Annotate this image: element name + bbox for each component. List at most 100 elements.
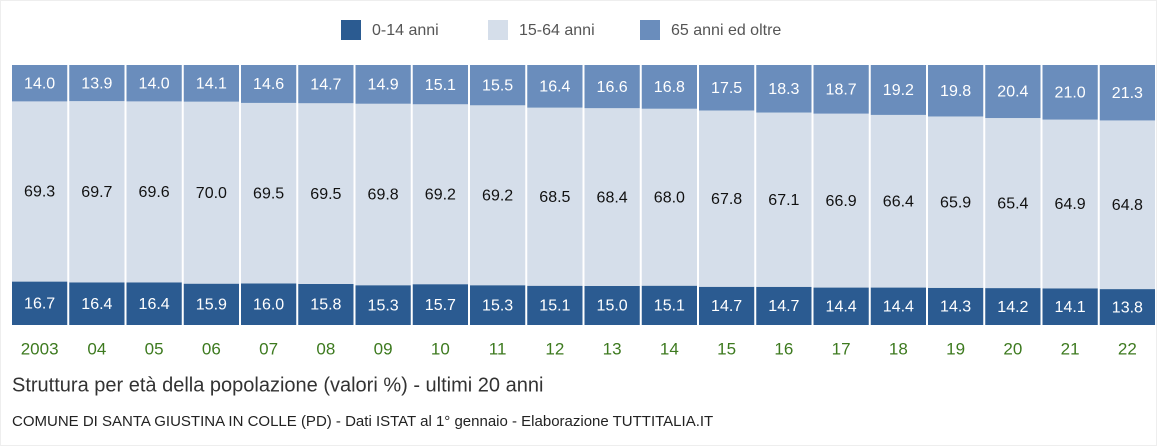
bar-segment	[1042, 288, 1098, 325]
bar-segment	[126, 101, 182, 283]
bar-segment	[756, 286, 812, 325]
bar-segment	[183, 101, 239, 284]
bar-segment	[69, 282, 125, 325]
bar-segment	[355, 65, 411, 104]
bar-label: 69.8	[368, 187, 399, 204]
bar-label: 15.9	[196, 297, 227, 314]
bar-segment	[813, 287, 869, 325]
bar-segment	[813, 65, 869, 114]
bar-segment	[470, 65, 526, 106]
bar-segment	[985, 288, 1041, 325]
legend-swatch	[488, 20, 508, 40]
bar-segment	[126, 65, 182, 102]
bar-segment	[298, 65, 354, 104]
x-tick-label: 04	[87, 339, 106, 358]
bar-label: 14.2	[997, 299, 1028, 316]
bar-label: 14.7	[711, 298, 742, 315]
bar-label: 14.3	[940, 299, 971, 316]
x-tick-label: 10	[431, 339, 450, 358]
bar-segment	[584, 108, 640, 286]
bar-segment	[641, 108, 697, 286]
bar-label: 14.7	[310, 76, 341, 93]
bar-label: 69.5	[253, 185, 284, 202]
bar-label: 15.1	[654, 298, 685, 315]
bar-segment	[126, 282, 182, 325]
x-tick-label: 16	[774, 339, 793, 358]
bar-label: 17.5	[711, 80, 742, 97]
bar-segment	[298, 103, 354, 284]
x-tick-label: 05	[145, 339, 164, 358]
bar-segment	[641, 285, 697, 325]
bar-segment	[870, 287, 926, 325]
bar-segment	[699, 110, 755, 287]
x-tick-label: 12	[545, 339, 564, 358]
bar-segment	[470, 105, 526, 286]
bar-segment	[69, 101, 125, 283]
bar-segment	[1099, 289, 1155, 325]
bar-label: 14.9	[368, 77, 399, 94]
legend-swatch	[341, 20, 361, 40]
bar-label: 15.7	[425, 297, 456, 314]
bar-segment	[1042, 119, 1098, 289]
bar-label: 15.3	[482, 297, 513, 314]
legend-label: 65 anni ed oltre	[671, 22, 781, 39]
bar-label: 69.6	[139, 184, 170, 201]
bar-segment	[699, 286, 755, 325]
bar-segment	[241, 102, 297, 284]
x-tick-label: 11	[489, 339, 507, 358]
x-tick-label: 21	[1061, 339, 1080, 358]
bar-segment	[928, 65, 984, 117]
bar-segment	[699, 65, 755, 111]
bar-segment	[985, 118, 1041, 289]
bar-label: 16.0	[253, 296, 284, 313]
bar-label: 69.2	[425, 186, 456, 203]
bar-segment	[1042, 65, 1098, 120]
bar-label: 21.3	[1112, 85, 1143, 102]
bar-segment	[412, 284, 468, 325]
bar-segment	[12, 101, 68, 282]
bar-label: 65.4	[997, 195, 1028, 212]
bar-label: 16.4	[81, 296, 112, 313]
bar-label: 14.0	[24, 75, 55, 92]
bar-segment	[69, 65, 125, 102]
x-tick-label: 19	[946, 339, 965, 358]
bar-label: 18.7	[826, 82, 857, 99]
bar-label: 69.3	[24, 184, 55, 201]
bar-label: 14.4	[883, 298, 914, 315]
bar-label: 68.5	[539, 189, 570, 206]
bar-segment	[183, 283, 239, 325]
chart-title: Struttura per età della popolazione (val…	[12, 374, 543, 396]
bar-label: 13.8	[1112, 299, 1143, 316]
bar-segment	[813, 113, 869, 288]
bar-label: 67.1	[768, 192, 799, 209]
bar-label: 69.7	[81, 184, 112, 201]
bar-segment	[1099, 120, 1155, 290]
bar-segment	[355, 285, 411, 325]
legend-label: 0-14 anni	[372, 22, 439, 39]
bar-segment	[584, 65, 640, 109]
bar-label: 69.2	[482, 187, 513, 204]
bar-label: 15.1	[539, 298, 570, 315]
bar-segment	[355, 103, 411, 286]
x-tick-label: 22	[1118, 339, 1137, 358]
bar-segment	[412, 65, 468, 105]
bar-label: 14.1	[1055, 299, 1086, 316]
legend-swatch	[640, 20, 660, 40]
bar-segment	[584, 286, 640, 325]
x-tick-label: 09	[374, 339, 393, 358]
bar-label: 20.4	[997, 84, 1028, 101]
x-tick-label: 14	[660, 339, 679, 358]
bar-label: 66.9	[826, 193, 857, 210]
bar-segment	[527, 65, 583, 108]
bar-label: 14.4	[826, 298, 857, 315]
x-tick-label: 06	[202, 339, 221, 358]
bar-segment	[928, 116, 984, 288]
bar-label: 15.0	[597, 298, 628, 315]
bar-segment	[470, 285, 526, 325]
bar-segment	[298, 283, 354, 325]
bar-label: 66.4	[883, 193, 914, 210]
x-tick-label: 15	[717, 339, 736, 358]
bar-label: 14.1	[196, 76, 227, 93]
bar-segment	[12, 65, 68, 102]
